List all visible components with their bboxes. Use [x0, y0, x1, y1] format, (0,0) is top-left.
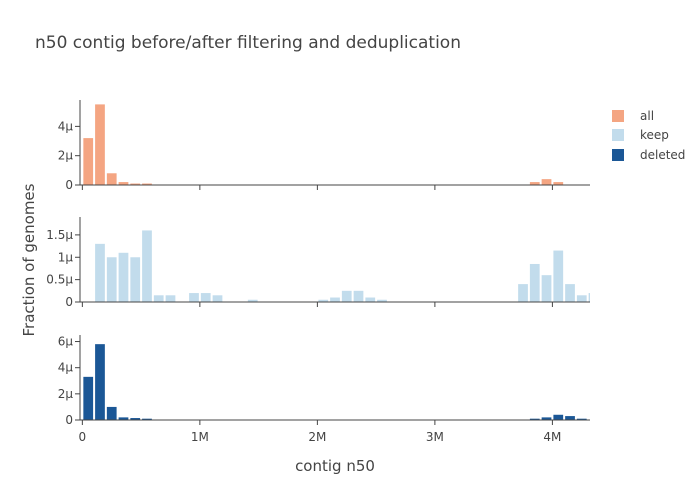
y-tick-label: 0 — [65, 295, 73, 309]
y-tick-label: 2μ — [58, 149, 74, 163]
bar-keep — [212, 295, 223, 302]
x-axis-label: contig n50 — [295, 457, 375, 475]
bar-keep — [318, 299, 329, 302]
bar-keep — [341, 290, 352, 302]
y-tick-label: 4μ — [58, 361, 74, 375]
legend-label-keep: keep — [640, 128, 669, 143]
bar-keep — [165, 295, 176, 302]
bar-deleted — [130, 418, 141, 420]
bar-deleted — [541, 417, 552, 420]
legend-swatch-deleted — [612, 148, 624, 161]
x-tick-label: 3M — [426, 430, 444, 444]
bar-deleted — [95, 344, 105, 420]
legend-item-all[interactable]: all — [612, 106, 685, 126]
legend-item-deleted[interactable]: deleted — [612, 145, 685, 165]
panel-deleted: 0 2μ 4μ 6μ 0 1M 2M 3M 4M — [58, 335, 590, 444]
bar-keep — [189, 293, 199, 302]
legend-swatch-all — [612, 109, 624, 122]
bar-keep — [377, 299, 387, 302]
bar-keep — [588, 293, 590, 302]
bar-keep — [330, 297, 340, 302]
bar-all — [95, 104, 105, 185]
x-tick-label: 1M — [191, 430, 209, 444]
y-tick-label: 0 — [65, 178, 73, 192]
legend-swatch-keep — [612, 129, 624, 142]
y-tick-label: 0 — [65, 413, 73, 427]
bar-deleted — [529, 418, 540, 420]
bar-keep — [130, 257, 141, 302]
bar-keep — [247, 299, 258, 302]
bar-keep — [553, 250, 564, 302]
x-tick-label: 2M — [308, 430, 326, 444]
y-tick-label: 6μ — [58, 335, 74, 349]
legend-item-keep[interactable]: keep — [612, 126, 685, 146]
bar-all — [529, 182, 540, 185]
bar-deleted — [83, 376, 94, 420]
bar-keep — [153, 295, 164, 302]
panel-all: 0 2μ 4μ — [58, 100, 590, 192]
bar-deleted — [553, 414, 564, 420]
bar-keep — [518, 284, 528, 302]
y-tick-label: 0.5μ — [46, 273, 73, 287]
bar-keep — [95, 243, 105, 302]
bar-deleted — [142, 418, 152, 420]
bar-keep — [365, 297, 376, 302]
bar-deleted — [106, 406, 117, 420]
bar-all — [142, 183, 152, 185]
bar-keep — [541, 275, 552, 302]
bar-all — [553, 182, 564, 185]
bar-all — [130, 183, 141, 185]
bar-keep — [118, 252, 129, 302]
bar-keep — [565, 284, 575, 302]
bar-keep — [106, 257, 117, 302]
y-tick-label: 2μ — [58, 387, 74, 401]
bar-all — [541, 179, 552, 185]
chart-title: n50 contig before/after filtering and de… — [35, 33, 461, 53]
bar-keep — [576, 295, 587, 302]
bar-all — [83, 138, 94, 185]
x-tick-label: 0 — [79, 430, 87, 444]
bar-keep — [142, 230, 152, 302]
panel-keep: 0 0.5μ 1μ 1.5μ — [46, 217, 590, 309]
bar-keep — [529, 263, 540, 302]
x-tick-label: 4M — [543, 430, 561, 444]
y-tick-label: 4μ — [58, 119, 74, 133]
legend-label-deleted: deleted — [640, 147, 686, 162]
legend-label-all: all — [640, 108, 655, 123]
bar-deleted — [565, 416, 575, 420]
bar-all — [106, 173, 117, 185]
legend: all keep deleted — [612, 106, 685, 165]
y-tick-label: 1.5μ — [46, 228, 73, 242]
bar-all — [118, 182, 129, 185]
y-tick-label: 1μ — [58, 250, 74, 264]
bar-keep — [353, 290, 364, 302]
bar-deleted — [118, 417, 129, 420]
bar-keep — [200, 293, 211, 302]
y-axis-label: Fraction of genomes — [20, 183, 38, 336]
bar-deleted — [576, 418, 587, 420]
